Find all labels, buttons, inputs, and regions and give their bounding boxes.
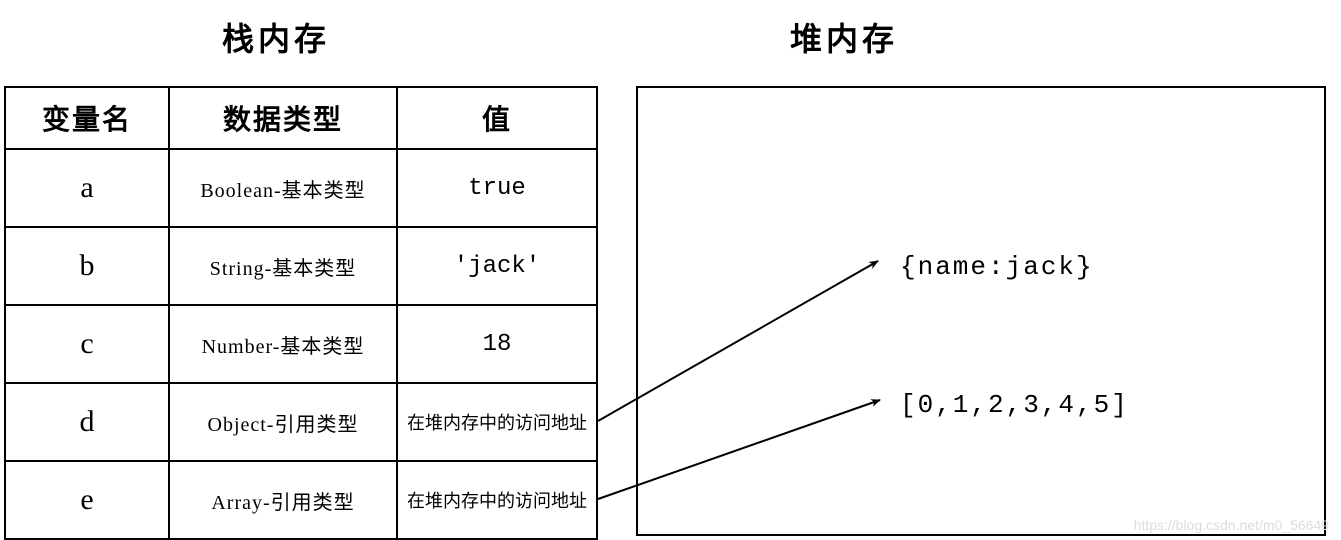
table-row: dObject-引用类型在堆内存中的访问地址 [5,383,597,461]
cell-value: 在堆内存中的访问地址 [397,383,597,461]
table-header-row: 变量名 数据类型 值 [5,87,597,149]
heap-object-literal: {name:jack} [900,252,1094,282]
cell-value: 在堆内存中的访问地址 [397,461,597,539]
table-row: cNumber-基本类型18 [5,305,597,383]
cell-datatype: String-基本类型 [169,227,397,305]
cell-varname: c [5,305,169,383]
table-row: aBoolean-基本类型true [5,149,597,227]
watermark-text: https://blog.csdn.net/m0_56649 [1134,517,1329,533]
stack-table-body: aBoolean-基本类型truebString-基本类型'jack'cNumb… [5,149,597,539]
heap-memory-box [636,86,1326,536]
cell-value: 18 [397,305,597,383]
cell-varname: a [5,149,169,227]
cell-datatype: Number-基本类型 [169,305,397,383]
stack-title: 栈内存 [222,14,330,60]
cell-datatype: Boolean-基本类型 [169,149,397,227]
cell-datatype: Array-引用类型 [169,461,397,539]
col-header-datatype: 数据类型 [169,87,397,149]
col-header-value: 值 [397,87,597,149]
stack-memory-table: 变量名 数据类型 值 aBoolean-基本类型truebString-基本类型… [4,86,598,540]
cell-varname: b [5,227,169,305]
heap-title: 堆内存 [790,14,898,60]
cell-datatype: Object-引用类型 [169,383,397,461]
cell-value: true [397,149,597,227]
heap-array-literal: [0,1,2,3,4,5] [900,390,1129,420]
table-row: eArray-引用类型在堆内存中的访问地址 [5,461,597,539]
cell-value: 'jack' [397,227,597,305]
col-header-varname: 变量名 [5,87,169,149]
table-row: bString-基本类型'jack' [5,227,597,305]
cell-varname: e [5,461,169,539]
cell-varname: d [5,383,169,461]
